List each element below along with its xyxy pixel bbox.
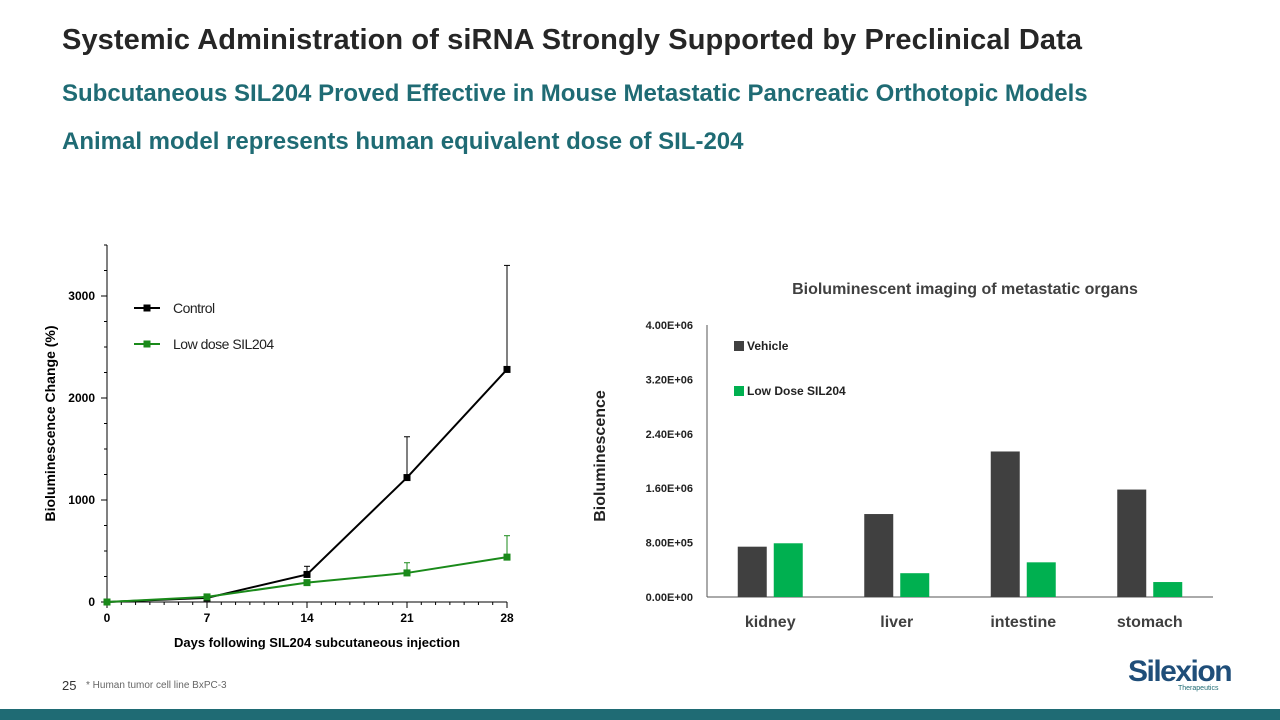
category-label: intestine — [990, 614, 1056, 631]
footnote: * Human tumor cell line BxPC-3 — [86, 680, 227, 691]
y-tick-label: 0.00E+00 — [646, 592, 693, 604]
data-point — [303, 570, 311, 578]
category-label: liver — [880, 614, 913, 631]
x-tick-label: 21 — [400, 611, 414, 625]
data-point — [203, 593, 211, 601]
x-tick-label: 28 — [500, 611, 514, 625]
legend-label: Control — [173, 300, 215, 316]
y-tick-label: 2.40E+06 — [646, 429, 693, 441]
subtitle-primary: Subcutaneous SIL204 Proved Effective in … — [62, 80, 1088, 107]
y-tick-label: 8.00E+05 — [646, 538, 693, 550]
bar-vehicle-intestine — [990, 451, 1020, 597]
bar-low-dose-liver — [900, 573, 930, 597]
x-tick-label: 7 — [204, 611, 211, 625]
data-point — [403, 474, 411, 482]
y-axis-title: Bioluminescence Change (%) — [42, 325, 58, 521]
y-tick-label: 4.00E+06 — [646, 320, 693, 332]
legend-swatch — [734, 341, 744, 351]
legend-swatch-marker — [143, 304, 151, 312]
x-tick-label: 14 — [300, 611, 314, 625]
subtitle-secondary: Animal model represents human equivalent… — [62, 128, 744, 155]
bar-chart: Bioluminescent imaging of metastatic org… — [592, 281, 1213, 631]
y-tick-label: 3.20E+06 — [646, 374, 693, 386]
page-number: 25 — [62, 678, 77, 693]
line-chart: 0 1000 2000 3000 0 7 14 21 28 Days following SIL2… — [42, 244, 514, 650]
logo-subtext: Therapeutics — [1178, 685, 1219, 692]
category-label: kidney — [745, 614, 796, 631]
data-point — [103, 598, 111, 606]
data-point — [303, 579, 311, 587]
data-point — [403, 569, 411, 577]
legend-swatch — [734, 386, 744, 396]
x-tick-label: 0 — [104, 611, 111, 625]
slide-title: Systemic Administration of siRNA Strongl… — [62, 24, 1083, 56]
silexion-logo: Silexion Therapeutics — [1128, 655, 1233, 695]
category-label: stomach — [1117, 614, 1183, 631]
bottom-accent-bar — [0, 709, 1280, 720]
y-tick-label: 1000 — [68, 493, 95, 507]
x-axis-title: Days following SIL204 subcutaneous injec… — [174, 635, 460, 650]
bar-vehicle-kidney — [737, 546, 767, 597]
data-point — [503, 553, 511, 561]
data-point — [503, 365, 511, 373]
bar-vehicle-stomach — [1117, 489, 1147, 597]
y-tick-label: 3000 — [68, 289, 95, 303]
bar-chart-title: Bioluminescent imaging of metastatic org… — [792, 281, 1138, 298]
y-tick-label: 2000 — [68, 391, 95, 405]
bar-vehicle-liver — [864, 514, 894, 597]
legend-label: Vehicle — [747, 339, 789, 353]
y-tick-label: 1.60E+06 — [646, 483, 693, 495]
logo-wordmark: Silexion — [1128, 655, 1233, 688]
y-tick-label: 0 — [88, 595, 95, 609]
y-axis-title: Bioluminescence — [592, 390, 609, 522]
legend-swatch-marker — [143, 340, 151, 348]
bar-low-dose-stomach — [1153, 582, 1183, 597]
bar-low-dose-intestine — [1026, 562, 1056, 597]
legend-label: Low Dose SIL204 — [747, 384, 846, 398]
bar-low-dose-kidney — [773, 543, 803, 597]
legend-label: Low dose SIL204 — [173, 336, 274, 352]
